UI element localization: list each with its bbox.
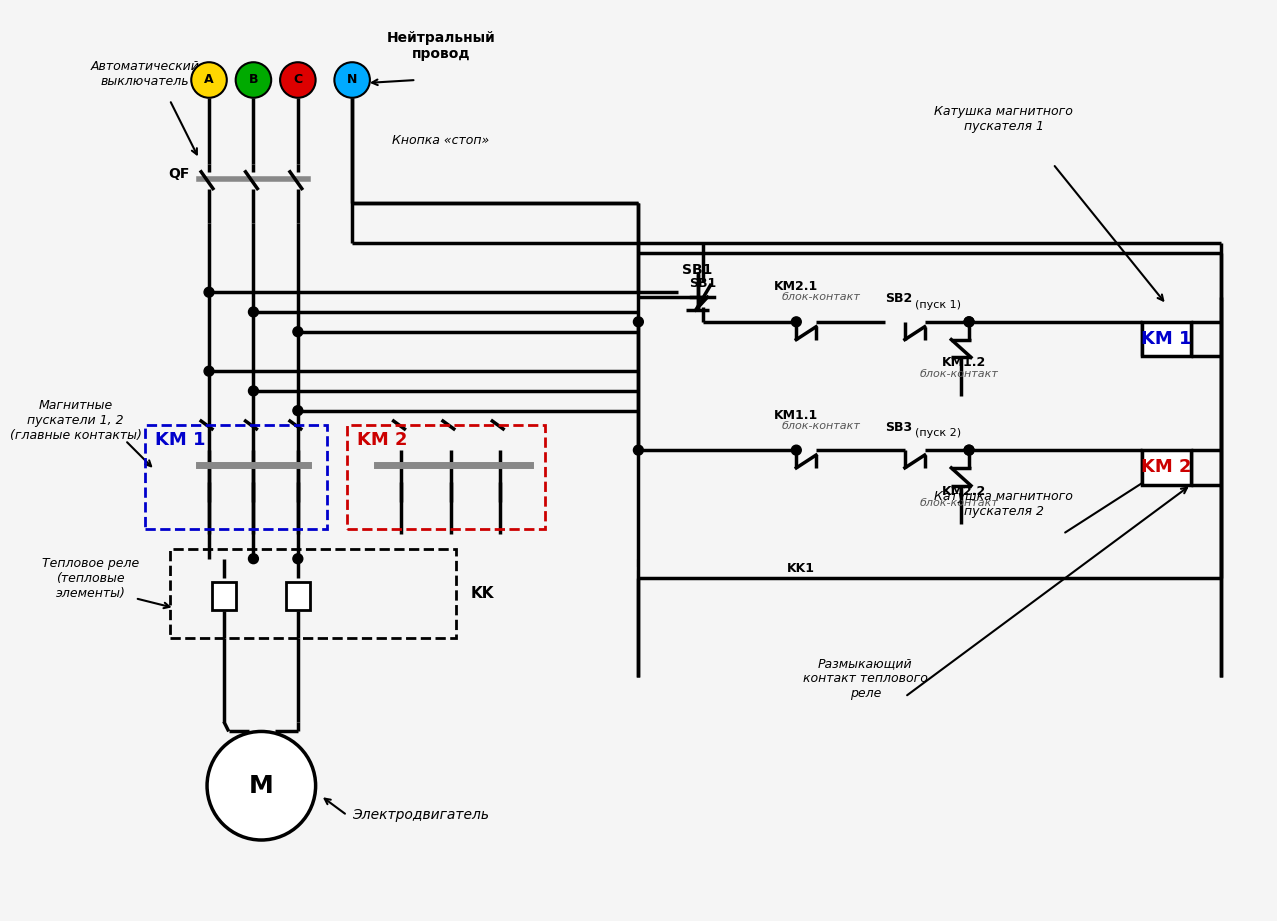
Text: (пуск 2): (пуск 2) [914, 428, 960, 438]
Circle shape [236, 63, 271, 98]
Text: SB1: SB1 [682, 262, 713, 276]
Text: C: C [294, 74, 303, 87]
Circle shape [207, 731, 315, 840]
Circle shape [292, 554, 303, 564]
Text: KM 2: KM 2 [1142, 459, 1191, 476]
Text: SB2: SB2 [885, 292, 912, 305]
Text: KM2.2: KM2.2 [942, 484, 986, 497]
Text: KK: KK [471, 586, 494, 600]
Text: Катушка магнитного
пускателя 2: Катушка магнитного пускателя 2 [935, 490, 1073, 518]
Text: Размыкающий
контакт теплового
реле: Размыкающий контакт теплового реле [803, 658, 928, 700]
Text: Катушка магнитного
пускателя 1: Катушка магнитного пускателя 1 [935, 105, 1073, 133]
Text: KM 1: KM 1 [155, 431, 206, 449]
Text: Кнопка «стоп»: Кнопка «стоп» [392, 134, 489, 147]
Text: Нейтральный
провод: Нейтральный провод [387, 30, 495, 61]
Text: M: M [249, 774, 273, 798]
Circle shape [792, 317, 801, 327]
Text: N: N [347, 74, 358, 87]
Text: KM2.1: KM2.1 [774, 280, 819, 294]
Text: KM1.1: KM1.1 [774, 409, 819, 422]
Circle shape [335, 63, 370, 98]
Text: (пуск 1): (пуск 1) [914, 300, 960, 310]
Circle shape [204, 287, 215, 297]
Text: Электродвигатель: Электродвигатель [352, 809, 489, 822]
Text: Тепловое реле
(тепловые
элементы): Тепловое реле (тепловые элементы) [42, 557, 139, 600]
Circle shape [964, 317, 974, 327]
Text: SB1: SB1 [688, 277, 716, 290]
Circle shape [964, 445, 974, 455]
Bar [347, 426, 544, 529]
Circle shape [249, 386, 258, 396]
Circle shape [280, 63, 315, 98]
Text: блок-контакт: блок-контакт [919, 497, 999, 507]
Circle shape [633, 317, 644, 327]
Text: KM1.2: KM1.2 [942, 356, 986, 369]
Circle shape [292, 327, 303, 337]
Text: QF: QF [167, 167, 189, 181]
Text: Магнитные
пускатели 1, 2
(главные контакты): Магнитные пускатели 1, 2 (главные контак… [10, 399, 142, 442]
Text: блок-контакт: блок-контакт [919, 369, 999, 379]
Circle shape [192, 63, 227, 98]
Text: блок-контакт: блок-контакт [782, 292, 861, 302]
Circle shape [964, 445, 974, 455]
Bar [144, 426, 327, 529]
Bar [1142, 450, 1191, 484]
Circle shape [792, 445, 801, 455]
Text: блок-контакт: блок-контакт [782, 421, 861, 430]
Circle shape [249, 554, 258, 564]
Text: B: B [249, 74, 258, 87]
Text: A: A [204, 74, 213, 87]
Text: KM 2: KM 2 [358, 431, 407, 449]
Circle shape [964, 317, 974, 327]
Text: SB3: SB3 [885, 421, 912, 434]
Text: Автоматический
выключатель: Автоматический выключатель [91, 60, 199, 88]
Bar [212, 582, 236, 610]
Bar [1142, 321, 1191, 356]
Bar [170, 549, 456, 637]
Text: KK1: KK1 [787, 562, 815, 575]
Circle shape [292, 406, 303, 415]
Text: KM 1: KM 1 [1142, 330, 1191, 348]
Circle shape [204, 367, 215, 376]
Circle shape [249, 307, 258, 317]
Circle shape [633, 445, 644, 455]
Bar [286, 582, 310, 610]
